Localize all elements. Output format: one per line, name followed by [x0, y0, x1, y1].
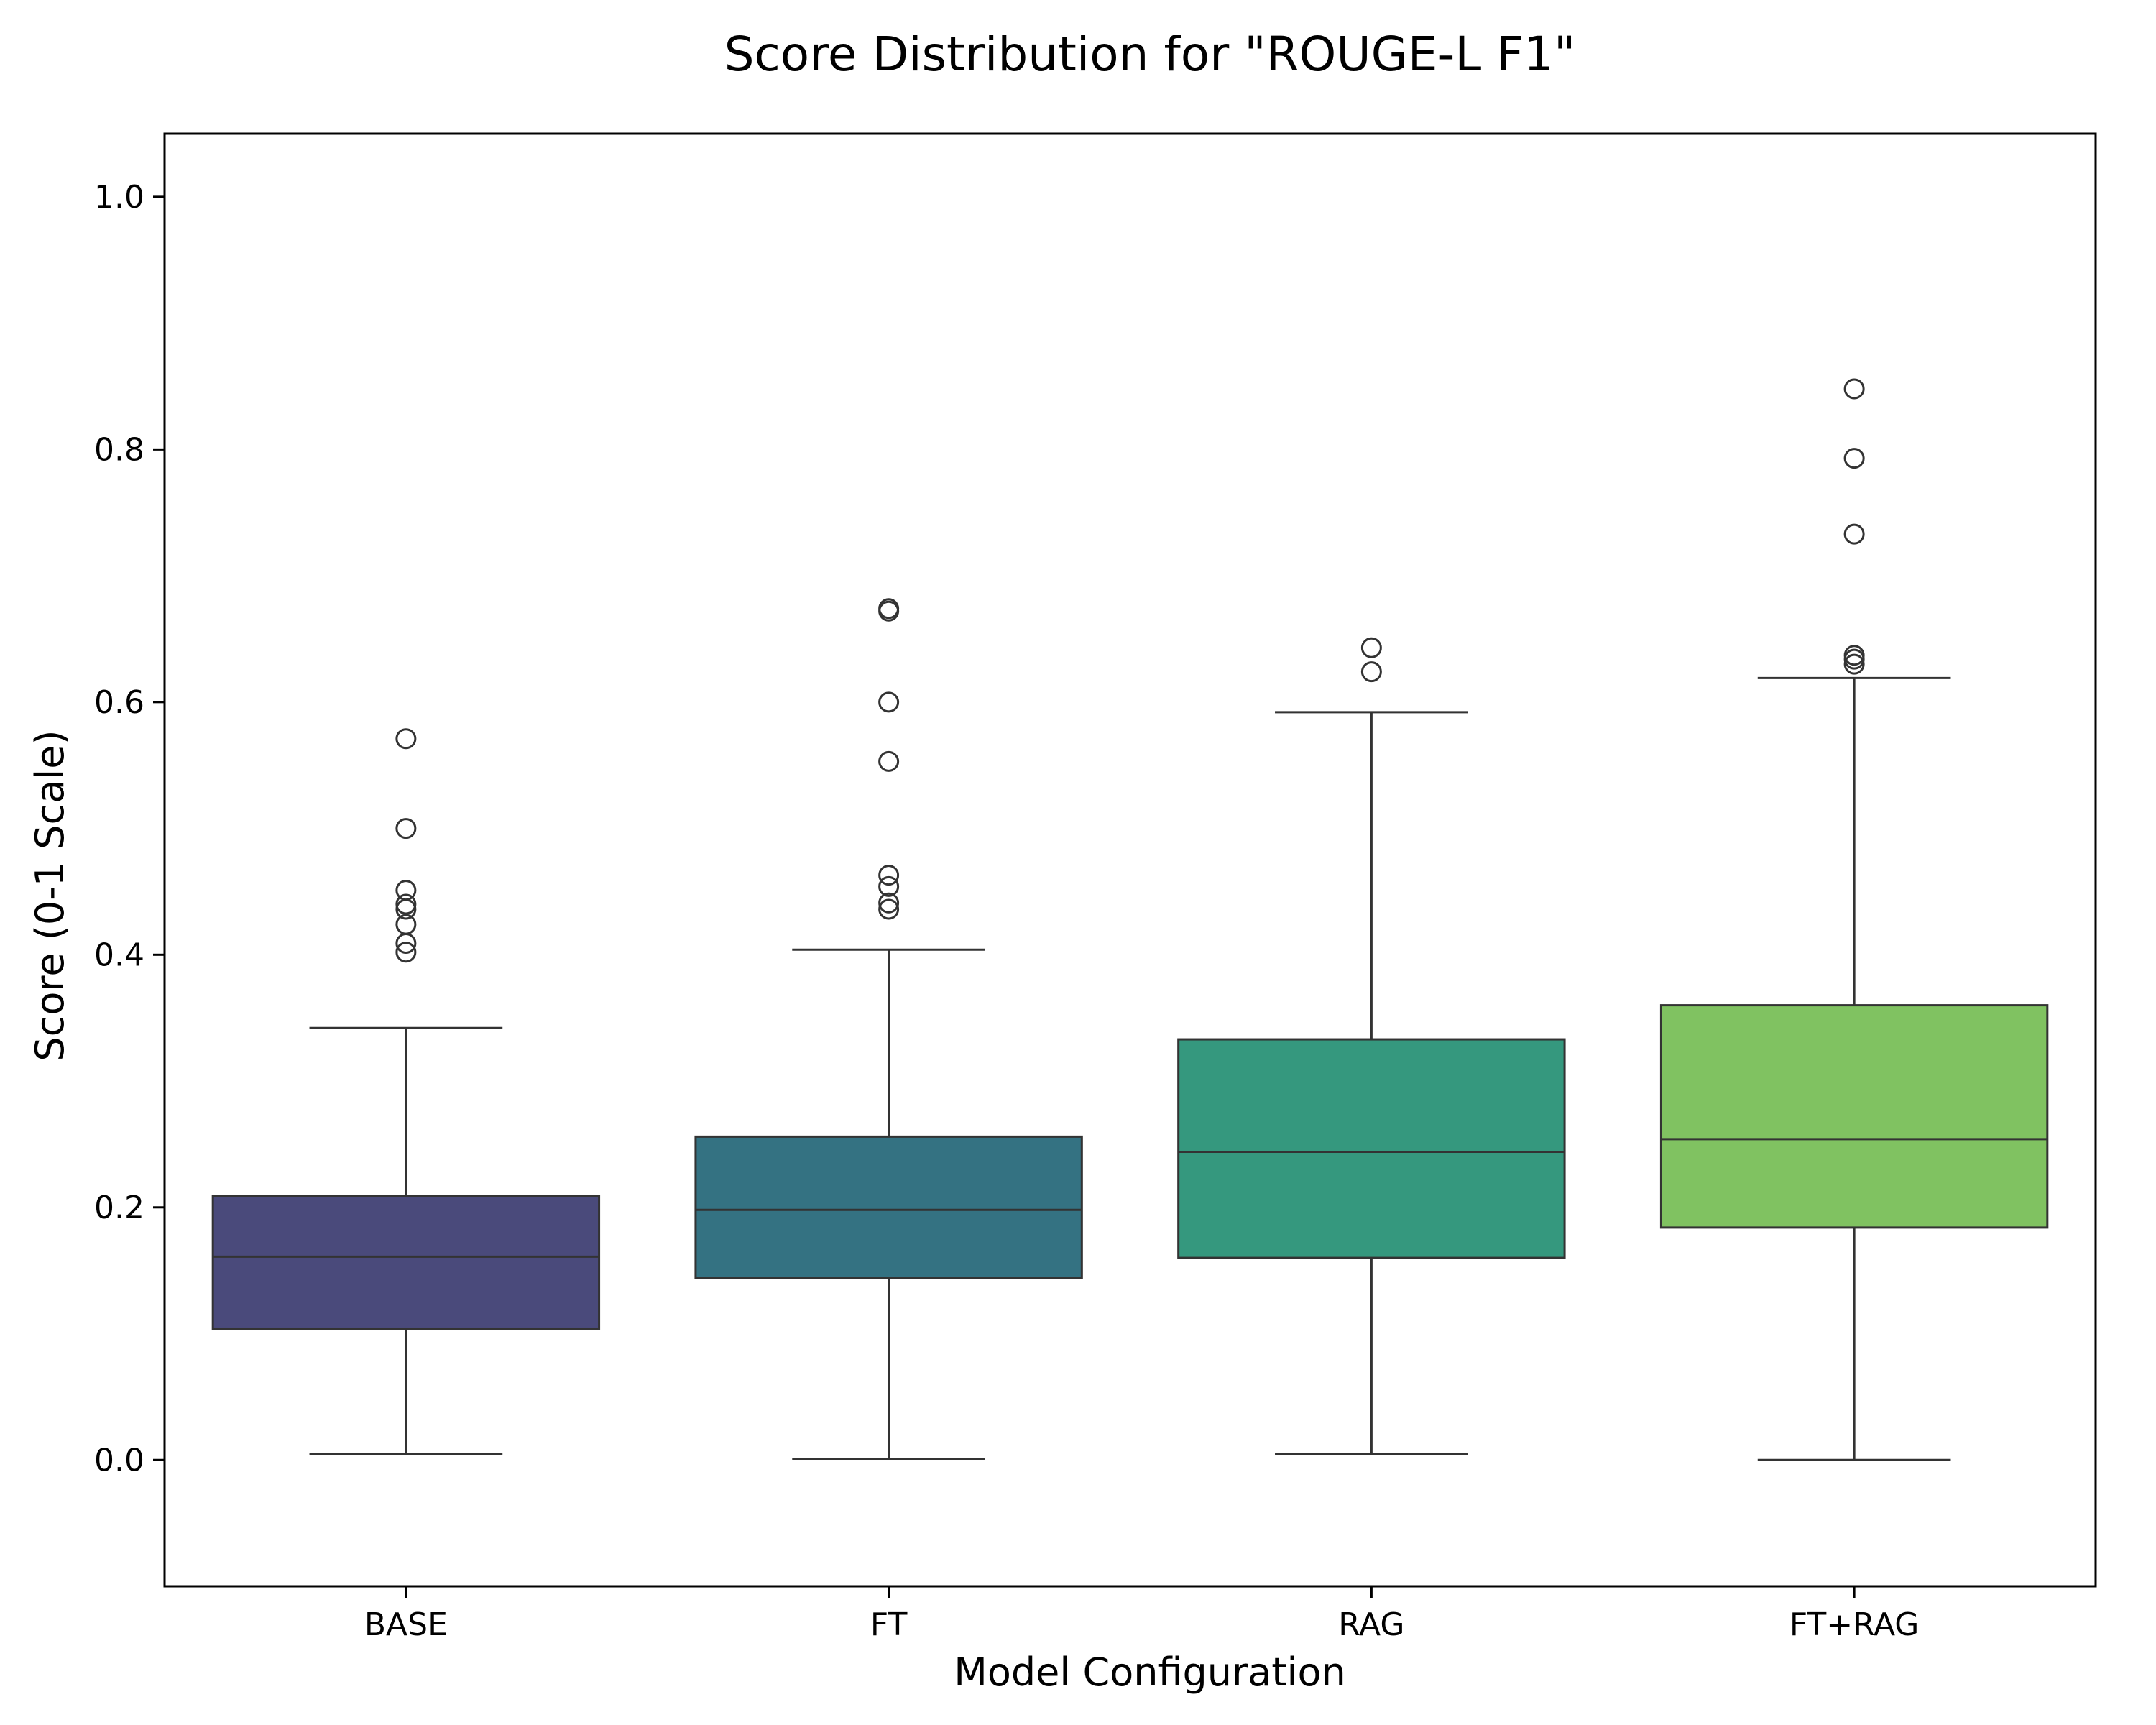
- outlier-point: [878, 691, 900, 713]
- outlier-point: [395, 818, 417, 840]
- outlier-point: [1360, 661, 1382, 683]
- outlier-point: [395, 942, 417, 963]
- outlier-point: [395, 898, 417, 920]
- outlier-point: [878, 875, 900, 897]
- box-rag: [1177, 1038, 1566, 1259]
- y-tick-label: 0.2: [94, 1190, 144, 1226]
- outlier-point: [1360, 637, 1382, 658]
- outlier-point: [1843, 523, 1865, 545]
- x-tick-label: BASE: [364, 1606, 448, 1643]
- outlier-point: [878, 750, 900, 772]
- x-tick-label: RAG: [1338, 1606, 1404, 1643]
- outlier-point: [878, 892, 900, 914]
- outlier-point: [395, 893, 417, 915]
- outlier-point: [878, 898, 900, 920]
- y-axis-label: Score (0-1 Scale): [27, 730, 73, 1061]
- outlier-point: [1843, 378, 1865, 400]
- outlier-point: [395, 932, 417, 954]
- plot-frame: [163, 132, 2097, 1588]
- y-tick-label: 0.4: [94, 937, 144, 973]
- outlier-point: [878, 600, 900, 622]
- outlier-point: [1843, 653, 1865, 675]
- y-tick-label: 1.0: [94, 179, 144, 216]
- outlier-point: [1843, 448, 1865, 469]
- y-tick-label: 0.8: [94, 431, 144, 468]
- box-ft-rag: [1659, 1004, 2049, 1229]
- y-tick-label: 0.0: [94, 1442, 144, 1478]
- x-tick-label: FT: [870, 1606, 908, 1643]
- y-tick-label: 0.6: [94, 684, 144, 721]
- chart-title: Score Distribution for "ROUGE-L F1": [724, 27, 1576, 82]
- x-axis-label: Model Configuration: [954, 1650, 1346, 1695]
- box-ft: [694, 1135, 1083, 1279]
- box-base: [211, 1195, 601, 1330]
- outlier-point: [1843, 648, 1865, 670]
- outlier-point: [878, 865, 900, 886]
- plot-area: 0.0 0.2 0.4 0.6 0.8 1.0 BASE FT RAG FT+RAG: [94, 132, 2097, 1643]
- outlier-point: [395, 728, 417, 750]
- x-tick-label: FT+RAG: [1789, 1606, 1920, 1643]
